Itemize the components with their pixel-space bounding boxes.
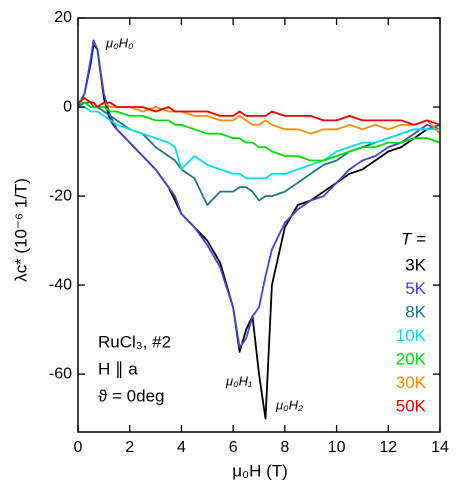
plot-frame — [77, 17, 441, 433]
legend-entry: 10K — [396, 326, 427, 345]
annotation: RuCl₃, #2 — [98, 332, 171, 351]
series-line — [77, 97, 441, 126]
x-tick-label: 6 — [229, 439, 238, 456]
annotation: H ∥ a — [98, 359, 138, 378]
series-line — [77, 39, 441, 349]
y-tick-label: 20 — [54, 9, 72, 26]
legend-entry: 5K — [405, 279, 426, 298]
series-line — [78, 106, 440, 180]
x-tick-label: 8 — [280, 439, 289, 456]
y-axis-label: λc* (10⁻⁶ 1/T) — [11, 178, 30, 282]
y-tick-label: -60 — [49, 365, 72, 382]
x-tick-label: 10 — [328, 439, 346, 456]
x-axis-label: μ₀H (T) — [232, 461, 288, 480]
annotation: μ₀H₁ — [225, 373, 252, 388]
series-line — [77, 97, 441, 135]
series-line — [78, 101, 441, 162]
annotation: μ₀H₂ — [275, 397, 303, 412]
x-tick-label: 2 — [125, 439, 134, 456]
x-tick-label: 0 — [74, 439, 83, 456]
annotation: ϑ = 0deg — [98, 386, 165, 405]
x-tick-label: 14 — [431, 439, 449, 456]
legend-entry: 20K — [396, 349, 427, 368]
legend-entry: 3K — [405, 255, 426, 274]
y-tick-label: -20 — [49, 187, 72, 204]
legend-entry: 8K — [405, 302, 426, 321]
x-tick-label: 4 — [177, 439, 186, 456]
y-tick-label: -40 — [49, 276, 72, 293]
y-tick-label: 0 — [63, 98, 72, 115]
x-tick-label: 12 — [379, 439, 397, 456]
legend-entry: 50K — [396, 396, 427, 415]
legend-title: T = — [401, 229, 426, 248]
annotation: μ₀H₀ — [105, 35, 134, 50]
legend-entry: 30K — [396, 373, 427, 392]
